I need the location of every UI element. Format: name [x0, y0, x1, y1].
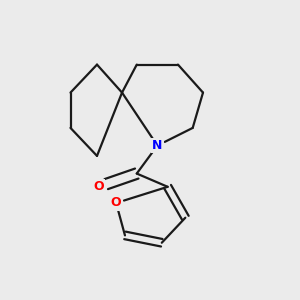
Text: O: O	[111, 196, 122, 209]
Text: O: O	[93, 180, 104, 193]
Text: N: N	[152, 139, 163, 152]
